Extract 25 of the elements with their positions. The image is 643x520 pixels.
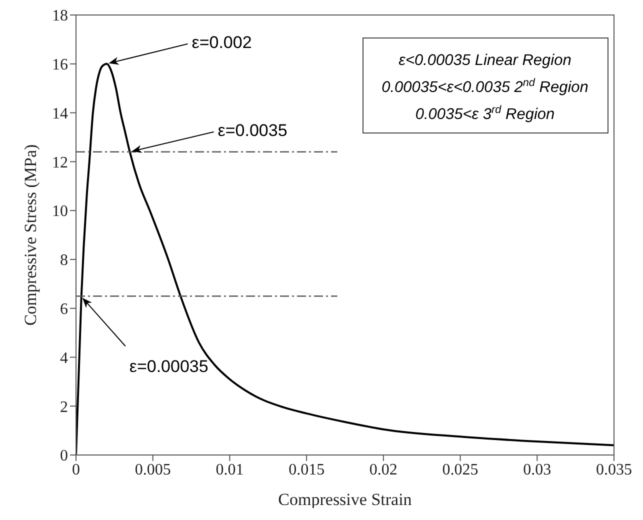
x-tick-label: 0.015 xyxy=(288,461,325,478)
x-tick-label: 0.005 xyxy=(134,461,171,478)
x-tick-label: 0.03 xyxy=(523,461,552,478)
y-tick-label: 8 xyxy=(60,252,68,270)
y-tick-label: 4 xyxy=(60,350,68,367)
x-tick-label: 0.01 xyxy=(216,461,244,478)
x-tick-label: 0 xyxy=(72,461,80,478)
annotation: ε=0.00035 xyxy=(129,357,208,376)
annotation: 0.00035<ε<0.0035 2$^{nd}$ Region xyxy=(382,77,588,96)
y-tick-label: 10 xyxy=(52,203,68,220)
annotation: 0.0035<ε 3$^{rd}$ Region xyxy=(415,104,555,123)
y-tick-label: 0 xyxy=(60,448,68,465)
annotation: ε=0.002 xyxy=(192,32,252,52)
x-tick-label: 0.025 xyxy=(442,461,478,478)
y-axis-title: Compressive Stress (MPa) xyxy=(21,144,40,326)
y-tick-label: 14 xyxy=(52,105,68,122)
y-tick-label: 12 xyxy=(52,154,68,172)
annotation: ε=0.0035 xyxy=(218,120,288,140)
x-tick-label: 0.035 xyxy=(596,461,632,478)
annotation: ε<0.00035 Linear Region xyxy=(398,52,572,69)
y-tick-label: 18 xyxy=(52,8,68,25)
y-tick-label: 6 xyxy=(60,301,68,318)
y-tick-label: 16 xyxy=(52,56,68,74)
y-tick-label: 2 xyxy=(60,398,68,416)
x-tick-label: 0.02 xyxy=(369,461,398,478)
